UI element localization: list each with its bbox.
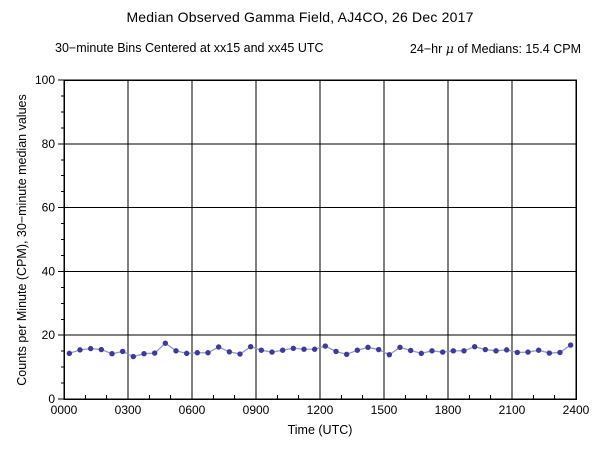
data-point: [546, 350, 553, 356]
data-point: [301, 346, 307, 352]
x-axis-tick-label: 0900: [243, 403, 270, 417]
data-point: [98, 346, 105, 353]
y-axis-tick-label: 100: [35, 73, 55, 87]
data-point: [215, 344, 222, 350]
data-point: [450, 348, 457, 354]
x-axis-tick-label: 2400: [563, 403, 590, 417]
x-axis-tick-label: 0000: [51, 403, 78, 417]
data-point: [247, 343, 254, 350]
data-point: [77, 347, 83, 353]
data-point: [130, 353, 137, 360]
data-point: [525, 349, 531, 355]
data-point: [237, 351, 243, 357]
y-axis-tick-label: 40: [42, 264, 56, 278]
y-axis-tick-label: 20: [42, 328, 56, 342]
y-axis-tick-label: 0: [48, 392, 55, 406]
data-point: [375, 346, 382, 353]
x-axis-title: Time (UTC): [287, 423, 353, 437]
data-point: [279, 347, 286, 353]
data-point: [386, 351, 393, 358]
data-point: [461, 348, 467, 354]
subtitle-mean-prefix: 24−hr: [409, 42, 446, 56]
data-point: [397, 344, 403, 351]
data-point: [407, 347, 414, 354]
data-point: [418, 350, 425, 357]
data-point: [482, 346, 489, 353]
x-axis-tick-label: 1800: [435, 403, 462, 417]
data-point: [535, 347, 542, 353]
data-point: [471, 343, 478, 350]
data-point: [87, 345, 94, 352]
plot-frame: [63, 79, 577, 400]
data-point: [194, 350, 201, 356]
x-axis-tick-label: 0600: [179, 403, 206, 417]
data-point: [493, 348, 499, 354]
x-axis-tick-label: 1200: [307, 403, 334, 417]
chart-title: Median Observed Gamma Field, AJ4CO, 26 D…: [126, 9, 474, 25]
chart-subtitle-bins: 30−minute Bins Centered at xx15 and xx45…: [55, 41, 324, 55]
x-axis-tick-label: 0300: [115, 403, 142, 417]
x-axis-tick-label: 2100: [499, 403, 526, 417]
data-point: [343, 351, 350, 358]
data-point: [269, 349, 275, 355]
data-point: [514, 349, 521, 356]
data-point: [66, 350, 73, 357]
data-point: [557, 349, 563, 356]
data-point: [183, 350, 190, 357]
y-axis-tick-label: 80: [42, 137, 56, 151]
data-point: [354, 347, 361, 353]
chart-subtitle-mean: 24−hr μ of Medians: 15.4 CPM: [410, 41, 581, 56]
data-point: [205, 350, 211, 356]
y-axis-tick-label: 60: [42, 201, 56, 215]
data-point: [109, 351, 115, 357]
data-point: [226, 349, 233, 355]
data-point: [439, 349, 446, 355]
data-point: [322, 343, 329, 349]
data-point: [141, 351, 147, 357]
x-axis-tick-label: 1500: [371, 403, 398, 417]
subtitle-mean-suffix: of Medians: 15.4 CPM: [453, 42, 581, 56]
data-point: [311, 346, 318, 352]
data-point: [162, 340, 169, 346]
data-point: [173, 348, 179, 354]
data-point: [365, 344, 371, 351]
mu-symbol: μ: [445, 41, 454, 56]
data-point: [151, 350, 158, 356]
data-point: [290, 345, 297, 351]
data-point: [258, 347, 265, 353]
data-point: [567, 342, 574, 348]
data-point: [119, 348, 126, 355]
data-point: [429, 348, 435, 354]
data-point: [333, 348, 339, 355]
data-point: [503, 347, 510, 353]
